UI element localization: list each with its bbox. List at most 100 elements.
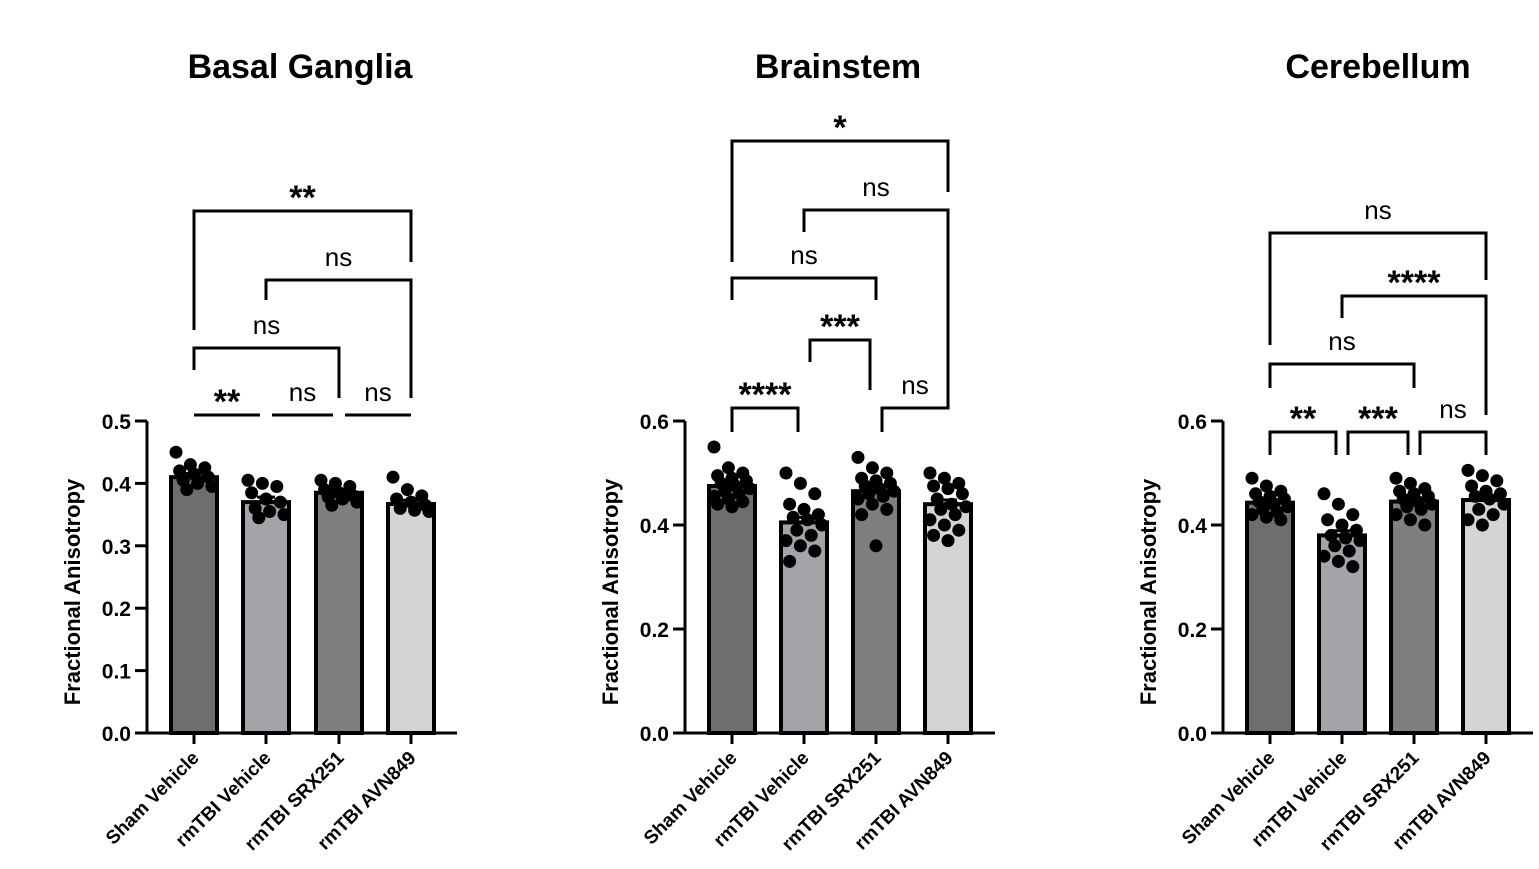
data-point xyxy=(793,476,807,490)
data-point xyxy=(862,487,876,501)
data-point xyxy=(169,445,183,459)
significance-bracket xyxy=(264,278,413,398)
data-point xyxy=(887,484,901,498)
data-point xyxy=(815,518,829,532)
bar-3 xyxy=(314,490,364,736)
data-point xyxy=(927,479,941,493)
data-point xyxy=(1403,513,1417,527)
significance-bracket xyxy=(1268,231,1488,345)
data-point xyxy=(952,523,966,537)
data-point xyxy=(1346,560,1360,574)
data-point xyxy=(1339,531,1353,545)
data-point xyxy=(783,554,797,568)
data-point xyxy=(721,461,735,475)
data-point xyxy=(1461,463,1475,477)
data-point xyxy=(808,487,822,501)
data-point xyxy=(855,508,869,522)
data-point xyxy=(923,466,937,480)
bar-3 xyxy=(1389,499,1439,735)
data-point xyxy=(1389,471,1403,485)
data-point xyxy=(1414,502,1428,516)
data-point xyxy=(711,497,725,511)
significance-bracket xyxy=(1418,430,1488,455)
y-axis-label: Fractional Anisotropy xyxy=(1136,478,1161,705)
chart-title: Cerebellum xyxy=(1285,48,1470,86)
data-point xyxy=(263,504,277,518)
y-tick-label: 0.3 xyxy=(102,536,131,559)
y-tick-label: 0.5 xyxy=(102,411,132,434)
significance-bracket xyxy=(192,209,413,330)
data-point xyxy=(707,440,721,454)
data-point xyxy=(1483,492,1497,506)
data-point xyxy=(1493,487,1507,501)
data-point xyxy=(811,508,825,522)
data-point xyxy=(1349,523,1363,537)
data-point xyxy=(941,482,955,496)
significance-bracket xyxy=(802,208,950,390)
data-point xyxy=(408,503,422,517)
significance-label: ns xyxy=(289,377,316,407)
significance-bracket xyxy=(730,406,800,432)
significance-label: *** xyxy=(1358,400,1398,438)
y-tick-label: 0.2 xyxy=(640,619,669,642)
data-point xyxy=(959,500,973,514)
data-point xyxy=(725,500,739,514)
y-tick-label: 0.6 xyxy=(640,411,669,434)
data-point xyxy=(1497,497,1511,511)
significance-bracket xyxy=(192,346,341,398)
data-point xyxy=(245,486,259,500)
y-tick-label: 0.4 xyxy=(1178,515,1208,538)
data-point xyxy=(793,539,807,553)
data-point xyxy=(783,497,797,511)
significance-bracket xyxy=(808,338,872,390)
data-point xyxy=(1259,510,1273,524)
data-point xyxy=(422,504,436,518)
y-tick-label: 0.6 xyxy=(1178,411,1207,434)
data-point xyxy=(804,528,818,542)
data-point xyxy=(1353,534,1367,548)
significance-label: ** xyxy=(1290,400,1317,438)
chart-panel-3: Cerebellum Fractional Anisotropy 0.0 0.2 0.4… xyxy=(1136,48,1533,855)
data-point xyxy=(1245,471,1259,485)
data-point xyxy=(880,502,894,516)
data-point xyxy=(1472,502,1486,516)
significance-bracket xyxy=(730,276,878,300)
significance-label: **** xyxy=(739,376,793,414)
data-point xyxy=(851,450,865,464)
data-point xyxy=(273,495,287,509)
bar-4 xyxy=(386,501,436,735)
y-axis-label: Fractional Anisotropy xyxy=(60,478,85,705)
significance-label: ns xyxy=(901,370,928,400)
data-point xyxy=(934,502,948,516)
data-point xyxy=(1331,554,1345,568)
data-point xyxy=(808,544,822,558)
y-axis-label: Fractional Anisotropy xyxy=(598,478,623,705)
data-point xyxy=(930,492,944,506)
data-point xyxy=(1324,528,1338,542)
y-tick-label: 0.0 xyxy=(1178,723,1207,746)
significance-label: ns xyxy=(790,240,817,270)
data-point xyxy=(1335,518,1349,532)
significance-label: ns xyxy=(862,172,889,202)
significance-label: ns xyxy=(1364,195,1391,225)
significance-label: ** xyxy=(289,179,316,217)
data-point xyxy=(393,501,407,515)
data-point xyxy=(205,480,219,494)
data-point xyxy=(945,497,959,511)
bar-1 xyxy=(1245,500,1295,736)
data-point xyxy=(1259,479,1273,493)
data-point xyxy=(1475,518,1489,532)
data-point xyxy=(1281,500,1295,514)
data-point xyxy=(880,466,894,480)
significance-label: ns xyxy=(253,310,280,340)
data-point xyxy=(1317,549,1331,563)
data-point xyxy=(386,470,400,484)
data-point xyxy=(1403,476,1417,490)
significance-label: ** xyxy=(214,383,241,421)
data-point xyxy=(1468,489,1482,503)
data-point xyxy=(336,492,350,506)
y-tick-label: 0.0 xyxy=(102,723,131,746)
chart-panel-2: Brainstem Fractional Anisotropy 0.0 0.2 0.4 0… xyxy=(598,48,995,855)
data-point xyxy=(180,483,194,497)
